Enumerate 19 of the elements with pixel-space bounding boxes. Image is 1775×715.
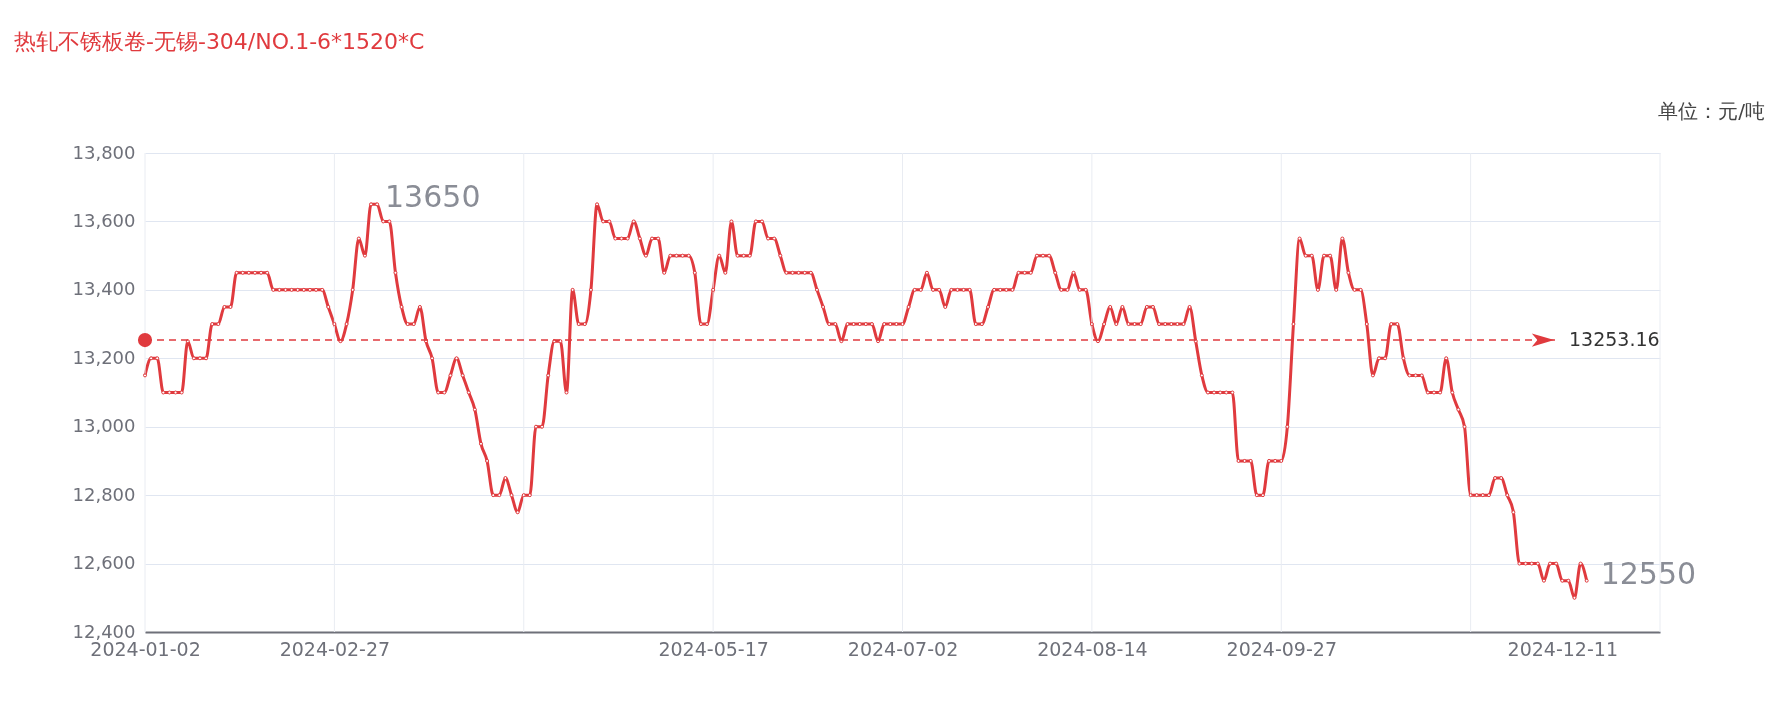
- annotation: 12550: [1600, 555, 1697, 591]
- x-tick-label: 2024-12-11: [1507, 637, 1618, 660]
- x-tick-label: 2024-09-27: [1226, 637, 1337, 660]
- y-tick-label: 12,600: [72, 552, 136, 574]
- y-tick-label: 12,400: [72, 620, 136, 642]
- y-tick-label: 13,000: [72, 415, 136, 437]
- chart-title: 热轧不锈板卷-无锡-304/NO.1-6*1520*C: [14, 29, 425, 54]
- text: 单位：元/吨: [1658, 99, 1765, 123]
- x-tick-label: 2024-08-14: [1037, 637, 1148, 660]
- ref-line-label: 13253.16: [1569, 328, 1660, 351]
- y-tick-label: 13,200: [72, 346, 136, 368]
- y-tick-label: 13,800: [72, 141, 136, 163]
- x-tick-label: 2024-07-02: [847, 637, 959, 660]
- x-tick-label: 2024-02-27: [279, 637, 391, 660]
- y-tick-label: 13,400: [72, 278, 136, 300]
- y-tick-label: 12,800: [72, 483, 136, 505]
- annotation: 13650: [385, 179, 481, 215]
- x-tick-label: 2024-05-17: [658, 637, 769, 660]
- y-tick-label: 13,600: [72, 209, 136, 231]
